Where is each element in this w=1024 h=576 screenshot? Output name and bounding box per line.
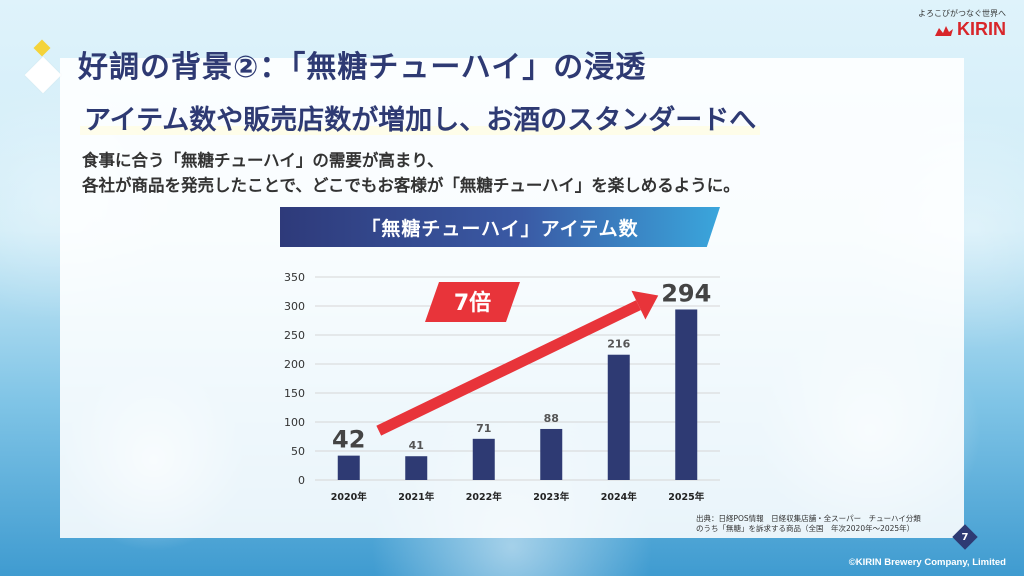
y-tick-label: 200 [284,358,305,371]
x-tick-label: 2025年 [668,491,704,503]
copyright: ©KIRIN Brewery Company, Limited [848,557,1006,568]
y-tick-label: 50 [291,445,305,458]
data-label: 216 [607,338,630,351]
growth-badge-label: 7倍 [454,290,491,316]
bar [607,354,630,480]
x-tick-label: 2022年 [466,491,502,503]
body-line-2: 各社が商品を発売したことで、どこでもお客様が「無糖チューハイ」を楽しめるように。 [82,176,740,195]
page-title: 好調の背景②：「無糖チューハイ」の浸透 [78,50,647,85]
source-note: 出典：日経POS情報 日経収集店舗・全スーパー チューハイ分類 のうち「無糖」を… [696,514,921,534]
bar [337,455,360,480]
chart-title: 「無糖チューハイ」アイテム数 [280,207,720,247]
logo-tagline: よろこびがつなぐ世界へ [918,9,1006,18]
source-line-1: 出典：日経POS情報 日経収集店舗・全スーパー チューハイ分類 [696,514,921,523]
data-label: 71 [476,422,491,435]
y-tick-label: 250 [284,329,305,342]
data-label: 41 [409,439,424,452]
body-line-1: 食事に合う「無糖チューハイ」の需要が高まり、 [82,151,444,170]
growth-badge [425,282,520,322]
y-tick-label: 300 [284,300,305,313]
y-tick-label: 150 [284,387,305,400]
x-tick-label: 2023年 [533,491,569,503]
kirin-logo: よろこびがつなぐ世界へ KIRIN [918,8,1006,40]
bar [405,456,428,480]
subtitle-block: アイテム数や販売店数が増加し、お酒のスタンダードへ [80,98,761,137]
data-label: 88 [544,412,559,425]
item-count-bar-chart: 0 50 100 150 200 250 300 350 42 2020年 41 2021年 71 202… [284,271,720,503]
bar [540,428,563,480]
y-tick-label: 100 [284,416,305,429]
y-tick-label: 350 [284,271,305,284]
growth-arrow-shaft [376,300,641,436]
body-text: 食事に合う「無糖チューハイ」の需要が高まり、 各社が商品を発売したことで、どこで… [82,148,740,198]
bar [675,309,698,480]
page-number-label: 7 [961,531,969,543]
y-tick-label: 0 [298,474,305,487]
kirin-emblem-icon [935,25,953,36]
data-label: 42 [332,426,365,454]
logo-brand: KIRIN [957,19,1006,39]
x-tick-label: 2024年 [601,491,637,503]
source-line-2: のうち「無糖」を訴求する商品（全国 年次2020年～2025年） [696,524,915,533]
growth-arrowhead [631,290,659,320]
x-tick-label: 2020年 [331,491,367,503]
x-tick-label: 2021年 [398,491,434,503]
bar [472,438,495,480]
data-label: 294 [661,279,711,307]
subtitle: アイテム数や販売店数が増加し、お酒のスタンダードへ [80,98,761,137]
